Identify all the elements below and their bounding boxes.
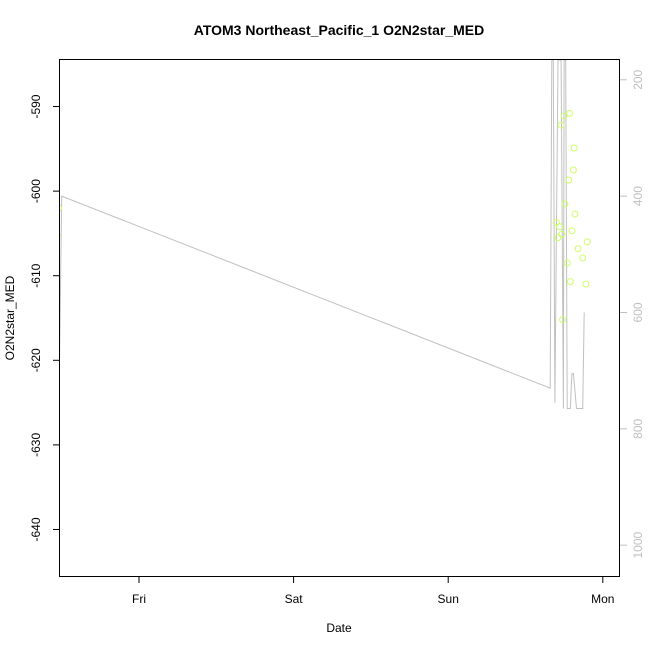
x-axis-label: Date bbox=[326, 621, 352, 635]
x-tick-label: Sat bbox=[285, 592, 304, 606]
data-point bbox=[560, 112, 568, 120]
data-point bbox=[20, 243, 26, 249]
data-point bbox=[566, 278, 574, 286]
data-point bbox=[60, 233, 61, 238]
data-point bbox=[570, 144, 578, 152]
y2-tick-label: 600 bbox=[631, 302, 645, 322]
data-point bbox=[23, 383, 29, 389]
y-tick-label: -620 bbox=[29, 348, 43, 372]
data-point bbox=[36, 462, 42, 468]
y-tick-label: -610 bbox=[29, 263, 43, 287]
data-point bbox=[36, 554, 42, 560]
data-point bbox=[569, 166, 577, 174]
series-line-group bbox=[60, 60, 585, 409]
y2-tick-label: 200 bbox=[631, 69, 645, 89]
data-point bbox=[26, 342, 32, 348]
data-point bbox=[37, 328, 43, 334]
data-point bbox=[554, 234, 562, 242]
data-point bbox=[583, 238, 591, 246]
data-point bbox=[566, 109, 574, 117]
y-tick-label: -640 bbox=[29, 517, 43, 541]
y2-tick-label: 400 bbox=[631, 186, 645, 206]
data-point bbox=[32, 328, 38, 334]
data-point bbox=[42, 337, 48, 343]
data-point bbox=[559, 316, 567, 324]
data-point bbox=[565, 176, 573, 184]
data-point bbox=[571, 210, 579, 218]
data-point bbox=[561, 200, 569, 208]
data-point bbox=[582, 280, 590, 288]
data-point bbox=[45, 243, 51, 249]
plot-frame bbox=[59, 59, 620, 577]
data-point bbox=[574, 245, 582, 253]
data-point bbox=[39, 315, 45, 321]
y-tick-label: -590 bbox=[29, 94, 43, 118]
data-point bbox=[60, 204, 63, 212]
x-tick-label: Sun bbox=[438, 592, 459, 606]
data-point bbox=[49, 216, 55, 222]
y-tick-label: -600 bbox=[29, 179, 43, 203]
x-tick-label: Mon bbox=[591, 592, 614, 606]
data-point bbox=[556, 223, 564, 231]
series-line bbox=[60, 60, 585, 409]
data-point bbox=[17, 224, 23, 230]
x-tick-label: Fri bbox=[132, 592, 146, 606]
y-axis-right: 200 400 600 800 1000 bbox=[620, 69, 645, 559]
series-points-group bbox=[14, 69, 591, 560]
data-point bbox=[579, 254, 587, 262]
data-point bbox=[558, 230, 566, 238]
x-axis: Fri Sat Sun Mon bbox=[132, 576, 614, 606]
chart-title: ATOM3 Northeast_Pacific_1 O2N2star_MED bbox=[194, 22, 484, 38]
data-point bbox=[29, 302, 35, 308]
y-axis-left: -640 -630 -620 -610 -600 -590 bbox=[29, 94, 60, 541]
y-axis-label: O2N2star_MED bbox=[3, 275, 17, 360]
data-point bbox=[563, 259, 571, 267]
data-point bbox=[50, 69, 56, 75]
data-point bbox=[34, 316, 40, 322]
data-point bbox=[53, 259, 59, 265]
data-point bbox=[46, 230, 52, 236]
data-point bbox=[49, 198, 55, 204]
data-point bbox=[44, 264, 50, 270]
data-point bbox=[557, 121, 565, 129]
data-point bbox=[52, 264, 58, 270]
data-point bbox=[47, 277, 53, 283]
data-point bbox=[35, 402, 41, 408]
data-point bbox=[43, 257, 49, 263]
y2-tick-label: 1000 bbox=[631, 531, 645, 558]
y2-tick-label: 800 bbox=[631, 418, 645, 438]
data-point bbox=[14, 213, 20, 219]
y-tick-label: -630 bbox=[29, 433, 43, 457]
data-point bbox=[41, 459, 47, 465]
data-point bbox=[568, 227, 576, 235]
data-point bbox=[48, 286, 54, 292]
data-point bbox=[40, 339, 46, 345]
data-point bbox=[46, 122, 52, 128]
